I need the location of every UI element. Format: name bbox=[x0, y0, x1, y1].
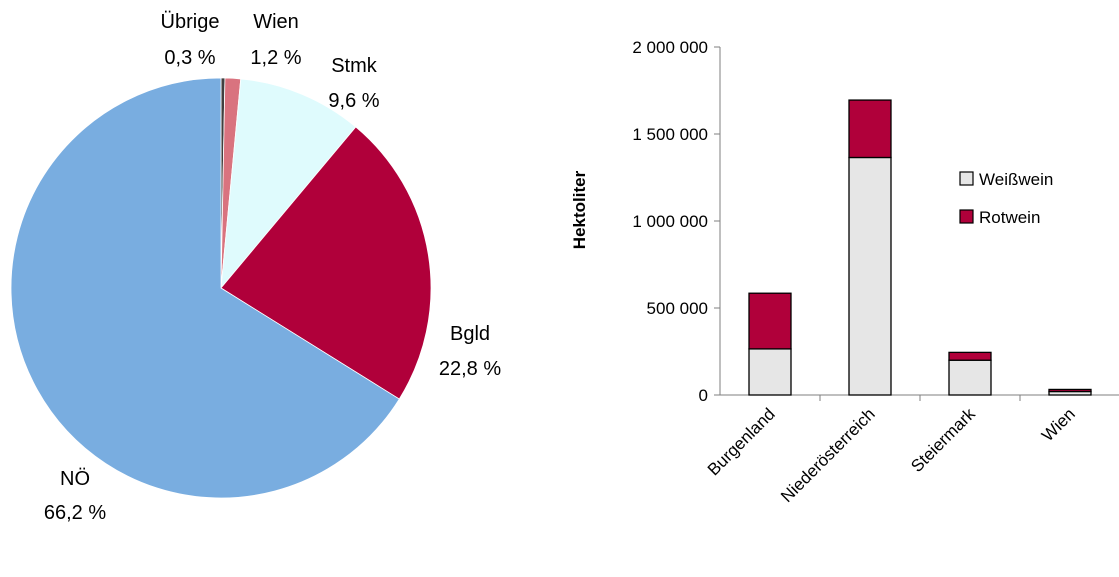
pie-value-übrige: 0,3 % bbox=[164, 47, 215, 69]
legend-swatch-weißwein bbox=[959, 171, 974, 186]
pie-slice-nö bbox=[10, 77, 400, 499]
legend-label-rotwein: Rotwein bbox=[979, 208, 1040, 227]
pie-label-stmk: Stmk bbox=[331, 55, 378, 77]
pie-labels: Übrige 0,3 % Wien 1,2 % Stmk 9,6 % Bgld 22,8 % N… bbox=[44, 11, 501, 524]
bar-wien-rotwein bbox=[1048, 388, 1092, 393]
y-tick-label: 1 000 000 bbox=[632, 212, 708, 231]
bar-burgenland-weißwein bbox=[748, 348, 792, 396]
y-tick-label: 0 bbox=[699, 386, 708, 405]
bar-chart: 0 500 000 1 000 000 1 500 000 2 000 000 Burge… bbox=[632, 38, 1119, 506]
x-tick-label-burgenland: Burgenland bbox=[704, 404, 779, 479]
pie-label-wien: Wien bbox=[253, 11, 299, 33]
bar-niederösterreich-weißwein bbox=[848, 156, 892, 396]
y-axis-title: Hektoliter bbox=[570, 170, 589, 249]
pie-slice-bgld bbox=[220, 126, 432, 400]
pie-value-wien: 1,2 % bbox=[250, 47, 301, 69]
pie-chart bbox=[10, 77, 432, 499]
legend-swatch-rotwein bbox=[959, 209, 974, 224]
x-tick-label-steiermark: Steiermark bbox=[907, 404, 979, 476]
bar-steiermark-rotwein bbox=[948, 351, 992, 361]
legend: Weißwein Rotwein bbox=[959, 170, 1053, 227]
x-tick-label-wien: Wien bbox=[1038, 404, 1079, 445]
y-tick-label: 2 000 000 bbox=[632, 38, 708, 57]
bar-burgenland-rotwein bbox=[748, 292, 792, 350]
y-tick-label: 500 000 bbox=[647, 299, 708, 318]
pie-value-nö: 66,2 % bbox=[44, 502, 106, 524]
pie-label-bgld: Bgld bbox=[450, 323, 490, 345]
pie-label-nö: NÖ bbox=[60, 468, 90, 490]
pie-label-übrige: Übrige bbox=[161, 11, 220, 33]
bar-niederösterreich-rotwein bbox=[848, 99, 892, 159]
pie-value-stmk: 9,6 % bbox=[328, 90, 379, 112]
y-tick-label: 1 500 000 bbox=[632, 125, 708, 144]
legend-label-weißwein: Weißwein bbox=[979, 170, 1053, 189]
pie-slice-stmk bbox=[220, 78, 357, 290]
x-tick-label-niederösterreich: Niederösterreich bbox=[777, 404, 879, 506]
pie-value-bgld: 22,8 % bbox=[439, 358, 501, 380]
bar-steiermark-weißwein bbox=[948, 359, 992, 396]
